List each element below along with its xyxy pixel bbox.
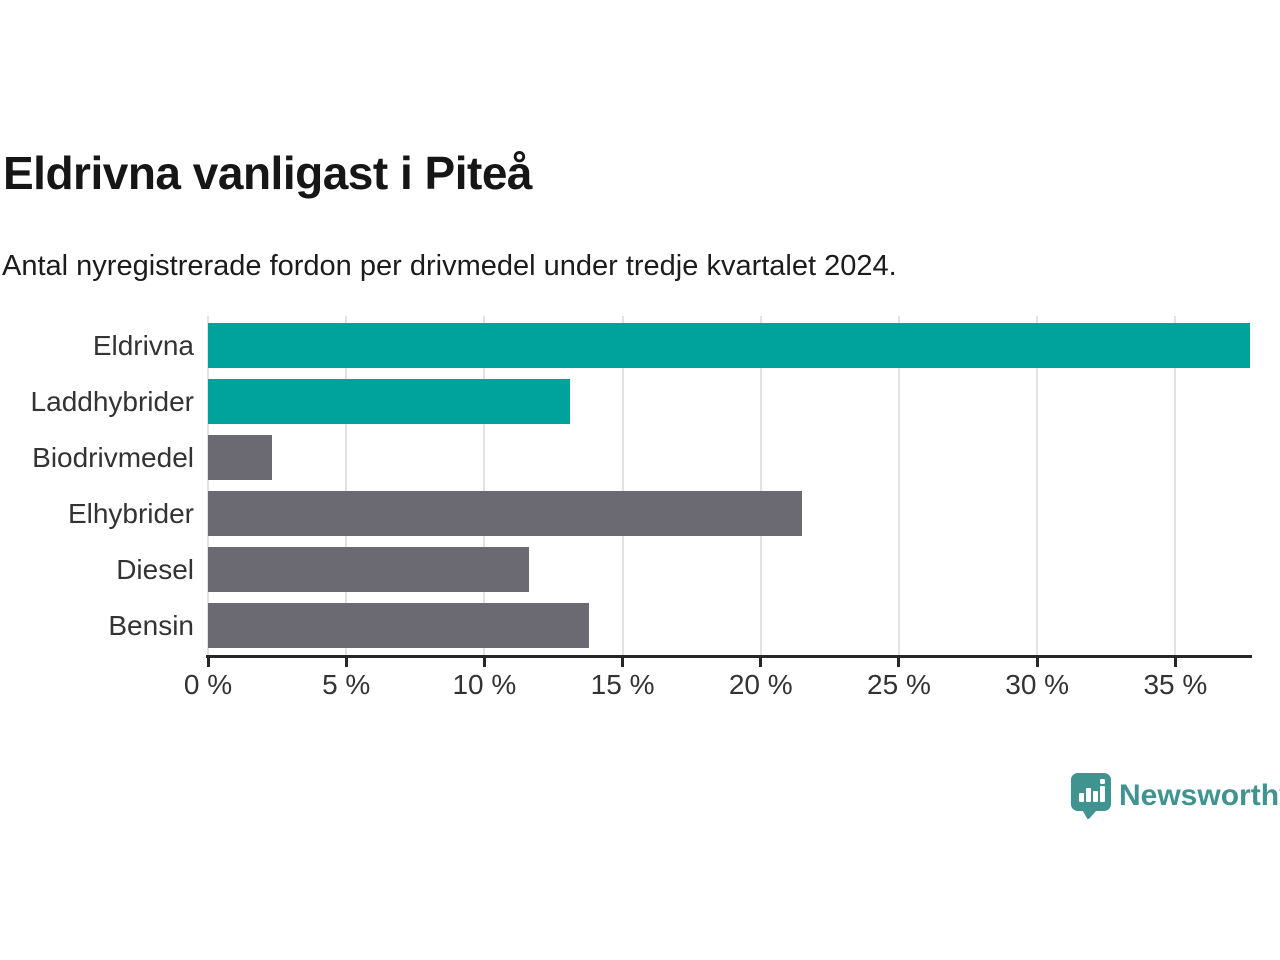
- x-tick-label: 35 %: [1143, 669, 1208, 700]
- page-subtitle: Antal nyregistrerade fordon per drivmede…: [2, 250, 897, 282]
- bar-chart: Eldrivna Laddhybrider Biodrivmedel Elhybrid…: [30, 316, 1252, 700]
- gridline: [1036, 316, 1039, 655]
- x-tick: [1173, 658, 1177, 667]
- x-tick-label: 10 %: [452, 669, 517, 700]
- x-tick: [897, 658, 901, 667]
- bar-diesel: [208, 547, 529, 592]
- x-tick: [621, 658, 625, 667]
- gridline: [483, 316, 486, 655]
- gridline: [897, 316, 900, 655]
- x-tick-label: 15 %: [590, 669, 655, 700]
- page-title: Eldrivna vanligast i Piteå: [3, 147, 532, 199]
- speech-bubble-bar-chart-icon: [1070, 773, 1111, 819]
- bar-biodrivmedel: [208, 435, 272, 480]
- gridline: [1174, 316, 1177, 655]
- x-tick: [344, 658, 348, 667]
- gridline: [759, 316, 762, 655]
- x-axis-line: [206, 655, 1252, 658]
- x-tick-label: 30 %: [1005, 669, 1070, 700]
- x-tick: [206, 658, 210, 667]
- newsworthy-logo: Newsworthy: [1070, 772, 1280, 819]
- bar-eldrivna: [208, 323, 1250, 368]
- bar-elhybrider: [208, 491, 803, 536]
- gridline: [621, 316, 624, 655]
- category-label-biodrivmedel: Biodrivmedel: [32, 442, 194, 473]
- x-tick-label: 0 %: [183, 669, 233, 700]
- bar-bensin: [208, 603, 590, 648]
- x-tick-label: 5 %: [322, 669, 371, 700]
- category-label-bensin: Bensin: [108, 610, 194, 641]
- x-tick: [482, 658, 486, 667]
- logo-text: Newsworthy: [1119, 778, 1280, 812]
- gridline: [345, 316, 348, 655]
- x-tick: [759, 658, 763, 667]
- x-tick-label: 20 %: [728, 669, 793, 700]
- bar-laddhybrider: [208, 379, 571, 424]
- category-label-diesel: Diesel: [116, 554, 194, 585]
- category-label-eldrivna: Eldrivna: [92, 330, 194, 361]
- category-label-laddhybrider: Laddhybrider: [30, 386, 194, 417]
- category-label-elhybrider: Elhybrider: [67, 498, 194, 529]
- x-tick-label: 25 %: [867, 669, 931, 700]
- x-tick: [1035, 658, 1039, 667]
- gridline: [207, 316, 209, 655]
